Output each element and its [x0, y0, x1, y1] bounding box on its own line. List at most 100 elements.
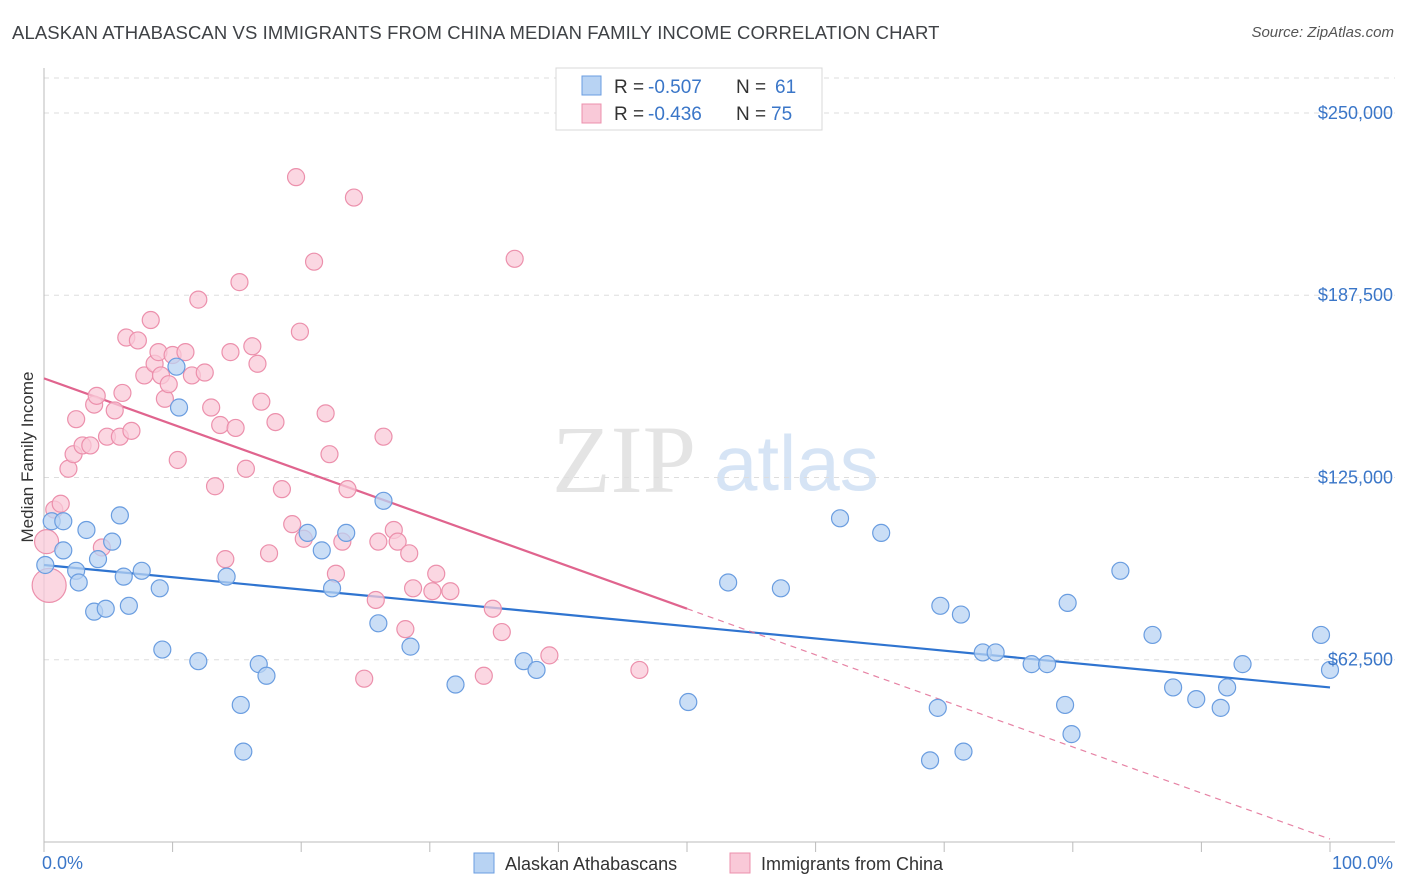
y-tick-labels: $62,500 $125,000 $187,500 $250,000	[1318, 103, 1393, 670]
data-point-blue	[150, 579, 169, 598]
data-point-pink	[427, 564, 446, 583]
series-legend: Alaskan Athabascans Immigrants from Chin…	[473, 852, 944, 874]
data-point-blue	[1164, 678, 1183, 697]
legend-swatch-pink	[581, 103, 602, 124]
trend-lines	[43, 377, 1331, 840]
legend-r-value-2: -0.436	[648, 104, 702, 125]
data-point-pink	[211, 415, 230, 435]
data-point-blue	[298, 523, 317, 543]
data-point-blue	[1218, 678, 1237, 697]
data-point-blue	[217, 567, 236, 586]
data-point-blue	[830, 509, 850, 528]
data-point-blue	[369, 614, 388, 633]
series-legend-swatch-blue	[473, 852, 495, 874]
data-point-pink	[400, 544, 419, 563]
data-point-blue	[54, 541, 73, 560]
trend-line-extension-pink	[686, 608, 1331, 840]
data-point-blue	[1055, 695, 1075, 715]
data-point-pink	[483, 599, 502, 618]
data-point-blue	[928, 698, 947, 717]
data-point-blue	[1111, 561, 1130, 580]
data-point-pink	[236, 459, 256, 478]
data-point-blue	[1058, 593, 1077, 612]
data-point-pink	[141, 310, 160, 330]
data-point-blue	[322, 579, 342, 598]
data-point-blue	[337, 523, 356, 543]
watermark-atlas: atlas	[714, 419, 879, 507]
data-point-pink	[540, 646, 559, 665]
y-tick-label: $62,500	[1328, 650, 1393, 670]
data-point-blue	[986, 643, 1005, 662]
data-point-blue	[77, 520, 96, 540]
data-point-blue	[1037, 655, 1057, 674]
data-point-pink	[344, 188, 364, 207]
x-tick-label-min: 0.0%	[42, 853, 83, 873]
data-point-blue	[1311, 625, 1331, 645]
legend-r-label-1: R =	[614, 77, 644, 98]
data-point-blue	[110, 506, 129, 525]
data-point-blue	[951, 605, 971, 624]
legend-r-value-1: -0.507	[648, 77, 702, 98]
axes	[43, 68, 1395, 852]
series-legend-label-pink: Immigrants from China	[761, 854, 944, 874]
data-point-pink	[505, 249, 524, 268]
data-point-pink	[259, 544, 279, 563]
data-point-blue	[153, 640, 172, 659]
legend-n-value-2: 75	[771, 104, 792, 125]
series-immigrants-from-china	[31, 168, 649, 688]
chart-title: ALASKAN ATHABASCAN VS IMMIGRANTS FROM CH…	[12, 22, 940, 43]
data-point-pink	[252, 392, 271, 411]
data-point-blue	[114, 567, 133, 586]
data-point-pink	[33, 529, 60, 555]
trend-line-pink	[43, 377, 688, 610]
y-axis-label: Median Family Income	[18, 371, 37, 542]
data-point-blue	[69, 573, 88, 592]
legend-n-label-2: N =	[736, 104, 766, 125]
data-point-blue	[920, 751, 940, 770]
data-point-pink	[51, 494, 70, 513]
data-point-blue	[401, 637, 420, 656]
data-point-pink	[283, 515, 302, 534]
data-point-blue	[36, 555, 55, 575]
data-point-pink	[403, 579, 423, 598]
data-point-pink	[248, 354, 267, 373]
data-point-pink	[355, 669, 374, 688]
data-point-pink	[396, 620, 415, 639]
legend-r-label-2: R =	[614, 104, 644, 125]
data-point-pink	[290, 322, 310, 341]
legend-n-value-1: 61	[775, 77, 796, 98]
data-point-pink	[492, 622, 511, 642]
data-point-pink	[630, 660, 649, 680]
series-legend-swatch-pink	[729, 852, 751, 874]
data-point-pink	[366, 590, 385, 610]
data-point-blue	[1233, 655, 1252, 674]
data-point-blue	[374, 491, 393, 510]
data-point-blue	[132, 561, 151, 580]
data-point-pink	[374, 427, 393, 446]
data-point-pink	[266, 412, 285, 432]
y-tick-label: $187,500	[1318, 285, 1393, 305]
data-point-blue	[189, 652, 208, 671]
data-point-pink	[441, 582, 460, 601]
data-point-blue	[312, 541, 331, 560]
data-point-pink	[320, 445, 339, 464]
data-point-pink	[369, 532, 388, 551]
data-point-pink	[272, 480, 292, 499]
data-point-pink	[31, 567, 67, 603]
data-point-pink	[226, 418, 245, 438]
data-point-pink	[286, 168, 306, 187]
data-point-blue	[771, 579, 790, 598]
data-point-blue	[1022, 655, 1041, 674]
data-point-pink	[81, 436, 100, 455]
data-point-pink	[202, 398, 221, 417]
data-point-pink	[195, 363, 214, 382]
data-point-pink	[87, 386, 106, 405]
data-point-blue	[1062, 725, 1081, 744]
data-point-blue	[446, 675, 465, 694]
data-point-blue	[231, 695, 250, 715]
data-point-blue	[1143, 625, 1162, 645]
data-point-blue	[1187, 690, 1206, 709]
data-point-pink	[304, 252, 324, 271]
chart-source: Source: ZipAtlas.com	[1251, 24, 1394, 41]
